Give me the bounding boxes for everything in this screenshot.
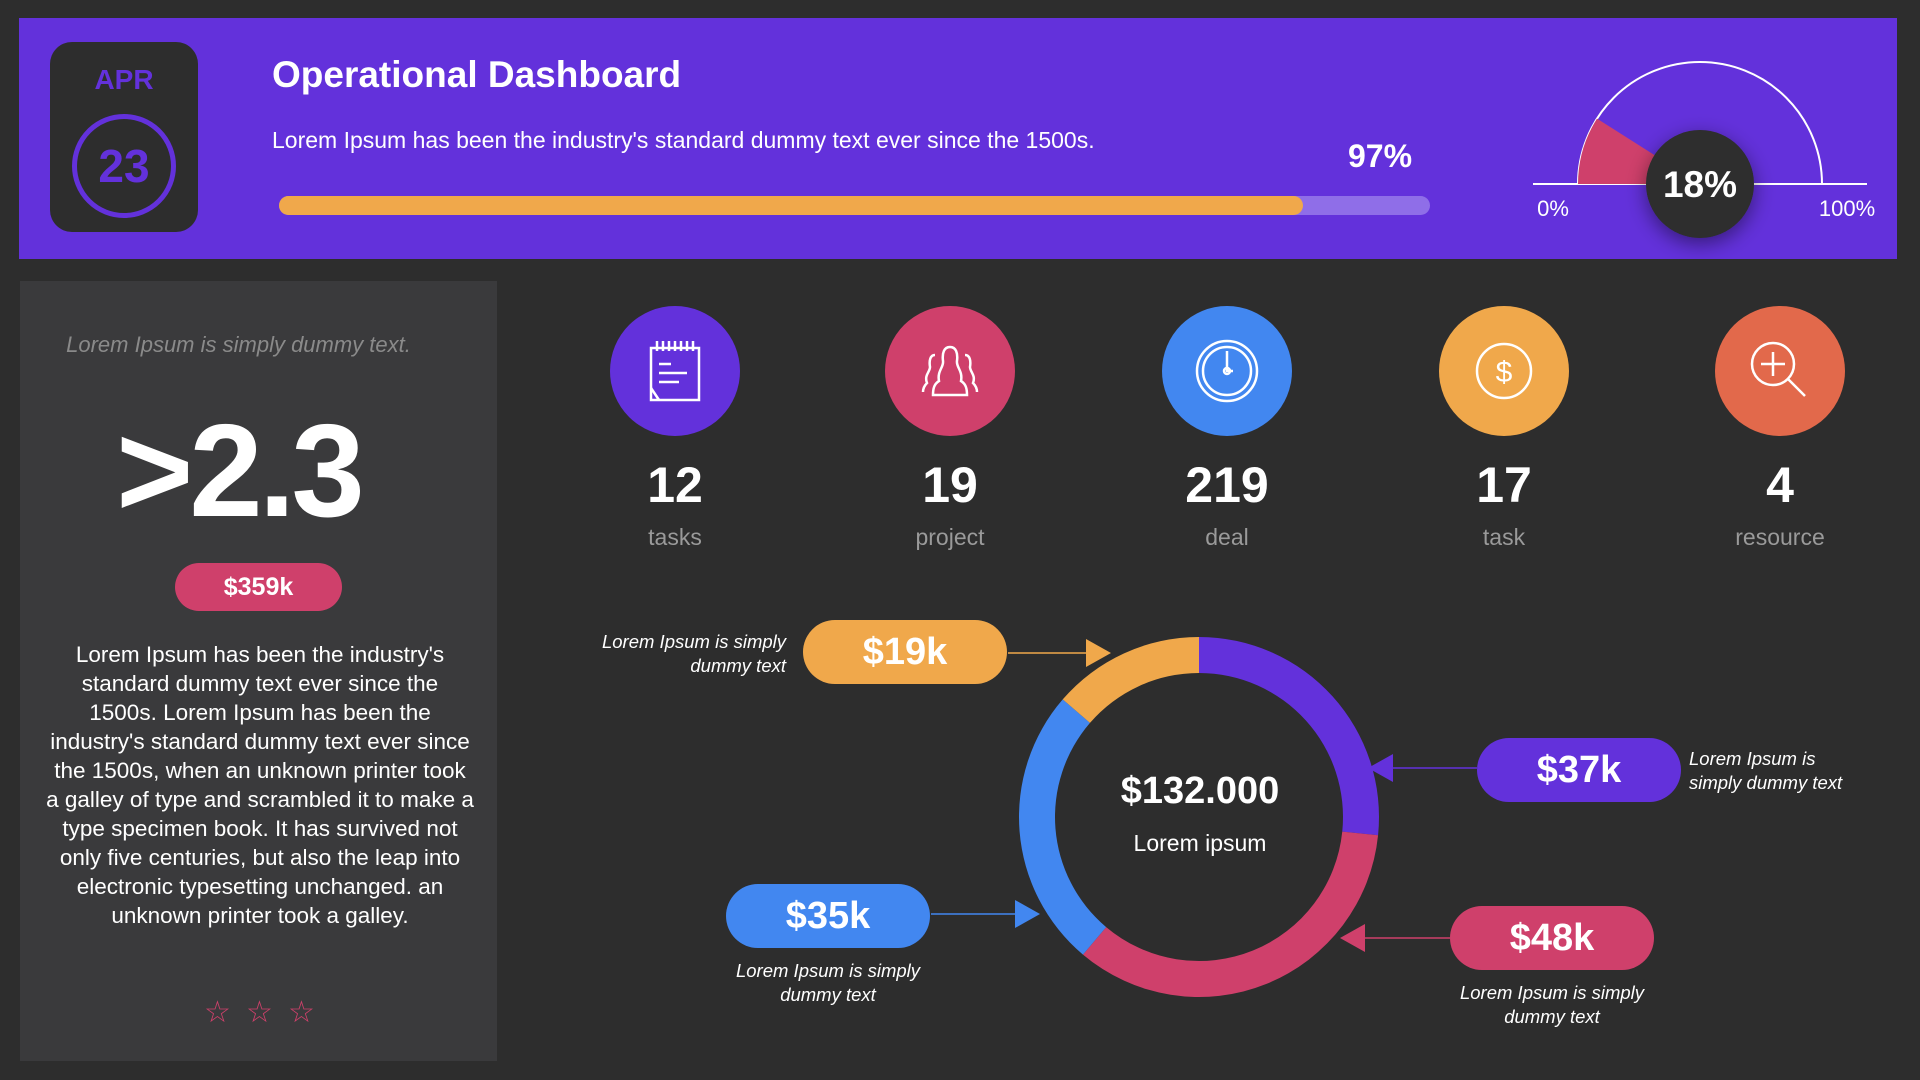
callout-19k-note: Lorem Ipsum is simply dummy text [601,631,786,676]
stat-value-resource: 4 [1766,457,1794,513]
page-subtitle: Lorem Ipsum has been the industry's stan… [272,127,1095,153]
page-title: Operational Dashboard [272,54,682,95]
summary-paragraph: Lorem Ipsum has been the industry's stan… [46,642,474,928]
donut-label: Lorem ipsum [1133,830,1267,856]
callout-19k: $19k [803,620,1007,684]
summary-big-value: >2.3 [116,397,365,544]
star-icon[interactable]: ☆ [288,996,315,1029]
stat-value-tasks: 12 [647,457,703,513]
donut-total: $132.000 [1120,770,1280,812]
header-banner [19,18,1897,259]
summary-badge: $359k [175,563,342,611]
notepad-icon [649,341,701,402]
progress-bar [279,196,1430,215]
summary-subtitle: Lorem Ipsum is simply dummy text. [66,332,411,357]
stat-icon-project [885,306,1015,436]
donut-segment-48k [1082,831,1379,998]
stat-value-deal: 219 [1185,457,1269,513]
stat-label-resource: resource [1735,524,1825,550]
star-icon[interactable]: ☆ [204,996,231,1029]
stat-label-deal: deal [1205,524,1249,550]
progress-label: 97% [1347,138,1413,174]
arrow-37k [1368,754,1393,782]
arrow-48k [1340,924,1365,952]
date-day: 23 [72,114,176,218]
gauge-center [1646,130,1754,238]
stat-value-task: 17 [1476,457,1532,513]
date-card: APR 23 [50,42,198,232]
donut-chart [1019,637,1379,998]
progress-fill [279,196,1304,215]
people-icon [921,345,979,397]
donut-segment-35k [1019,699,1107,955]
arrow-19k [1086,639,1111,667]
stat-label-project: project [915,524,985,550]
gauge: 18% 0% 100% [1533,61,1875,238]
stat-icon-resource [1715,306,1845,436]
gauge-max-label: 100% [1819,196,1875,221]
stat-label-task: task [1482,524,1526,550]
stat-value-project: 19 [922,457,978,513]
stat-icon-deal [1162,306,1292,436]
gauge-min-label: 0% [1537,196,1569,221]
stat-label-tasks: tasks [648,524,702,550]
donut-segment-37k [1199,637,1379,836]
callout-48k: $48k [1450,906,1654,970]
date-month: APR [94,64,154,95]
arrow-35k [1015,900,1040,928]
gauge-value: 18% [1663,164,1737,205]
callout-35k-note: Lorem Ipsum is simply dummy text [735,960,920,1005]
stat-icon-tasks [610,306,740,436]
callout-48k-note: Lorem Ipsum is simply dummy text [1459,982,1644,1027]
summary-panel [20,281,497,1061]
callout-37k-note: Lorem Ipsum is simply dummy text [1689,748,1843,793]
stat-icon-task: $ [1439,306,1569,436]
clock-icon [1195,339,1259,403]
star-icon[interactable]: ☆ [246,996,273,1029]
svg-text:$: $ [1496,356,1513,389]
donut-segment-19k [1062,637,1199,723]
callout-35k: $35k [726,884,930,948]
callout-37k: $37k [1477,738,1681,802]
zoom-in-icon [1750,341,1806,397]
dollar-icon: $ [1475,342,1533,400]
